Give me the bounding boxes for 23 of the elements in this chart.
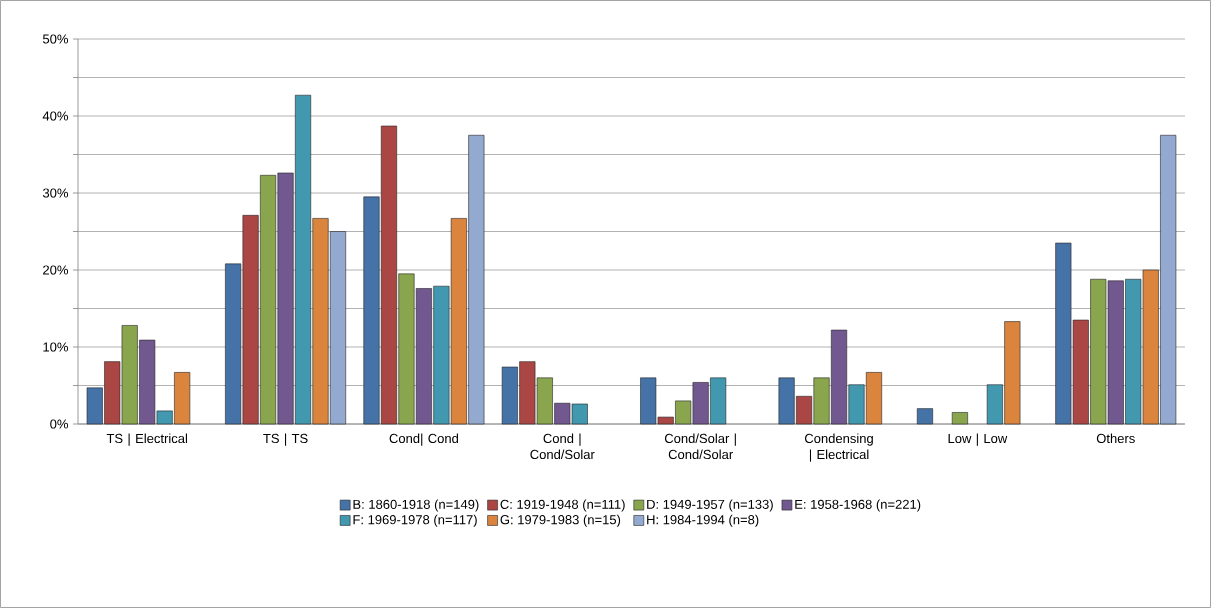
y-tick-label: 40% (42, 111, 68, 121)
x-tick-label: Cond | Cond/Solar (530, 433, 595, 460)
y-tick-label: 50% (42, 34, 68, 44)
legend-label: D: 1949-1957 (n=133) (647, 499, 773, 512)
bar (916, 408, 934, 425)
legend-label: G: 1979-1983 (n=15) (500, 514, 621, 527)
x-tick-label: Others (1096, 433, 1135, 444)
x-tick-label: TS | Electrical (106, 433, 187, 446)
x-tick-label: Cond| Cond (389, 433, 458, 446)
x-tick-label: Cond/Solar | Cond/Solar (664, 433, 736, 460)
y-tick-label: 30% (42, 188, 68, 198)
x-tick-label: TS | TS (263, 433, 308, 446)
legend-label: H: 1984-1994 (n=8) (647, 514, 759, 527)
x-tick-label: Condensing | Electrical (804, 433, 873, 462)
legend-label: E: 1958-1968 (n=221) (795, 499, 921, 512)
y-tick-label: 10% (43, 342, 68, 352)
legend-label: B: 1860-1918 (n=149) (353, 499, 479, 512)
bar (951, 412, 968, 425)
y-tick-label: 20% (43, 265, 68, 275)
x-tick-label: Low | Low (948, 433, 1008, 446)
legend-label: C: 1919-1948 (n=111) (500, 499, 625, 512)
legend-label: F: 1969-1978 (n=117) (353, 514, 477, 527)
y-tick-label: 0% (50, 419, 68, 429)
